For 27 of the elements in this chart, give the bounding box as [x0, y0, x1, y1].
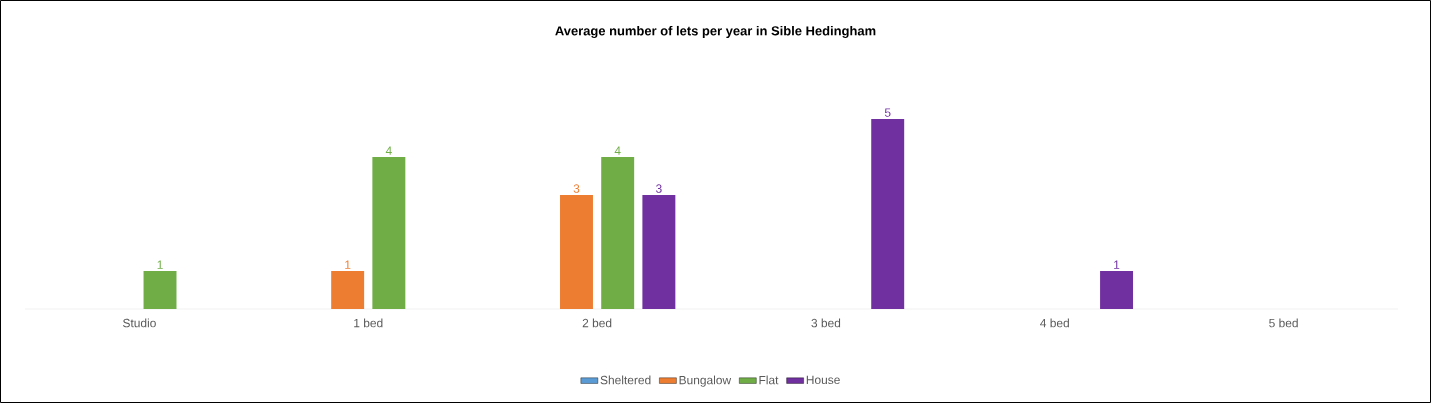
bar — [372, 157, 406, 309]
bar — [642, 195, 676, 309]
x-tick-label: Studio — [123, 318, 156, 328]
legend-label: Sheltered — [600, 375, 651, 385]
data-label: 1 — [1114, 260, 1120, 269]
legend-label: Flat — [759, 375, 779, 385]
bar — [601, 157, 635, 309]
legend-label: House — [806, 375, 840, 385]
data-label: 3 — [656, 184, 662, 193]
data-label: 5 — [884, 108, 891, 117]
data-label: 4 — [385, 146, 392, 155]
x-tick-label: 4 bed — [1040, 318, 1069, 328]
x-tick-label: 2 bed — [582, 318, 612, 328]
bar — [331, 271, 365, 309]
x-tick-label: 3 bed — [811, 318, 841, 328]
data-label: 1 — [345, 260, 351, 269]
legend-label: Bungalow — [679, 375, 732, 387]
bar — [143, 271, 177, 309]
bar — [871, 119, 905, 309]
data-label: 3 — [573, 184, 580, 193]
data-label: 4 — [614, 146, 621, 155]
data-label: 1 — [157, 260, 163, 269]
bar — [1100, 271, 1134, 309]
x-tick-label: 5 bed — [1269, 318, 1298, 328]
bar — [560, 195, 593, 309]
x-tick-label: 1 bed — [354, 318, 383, 328]
chart-title: Average number of lets per year in Sible Hedingham — [555, 25, 876, 39]
